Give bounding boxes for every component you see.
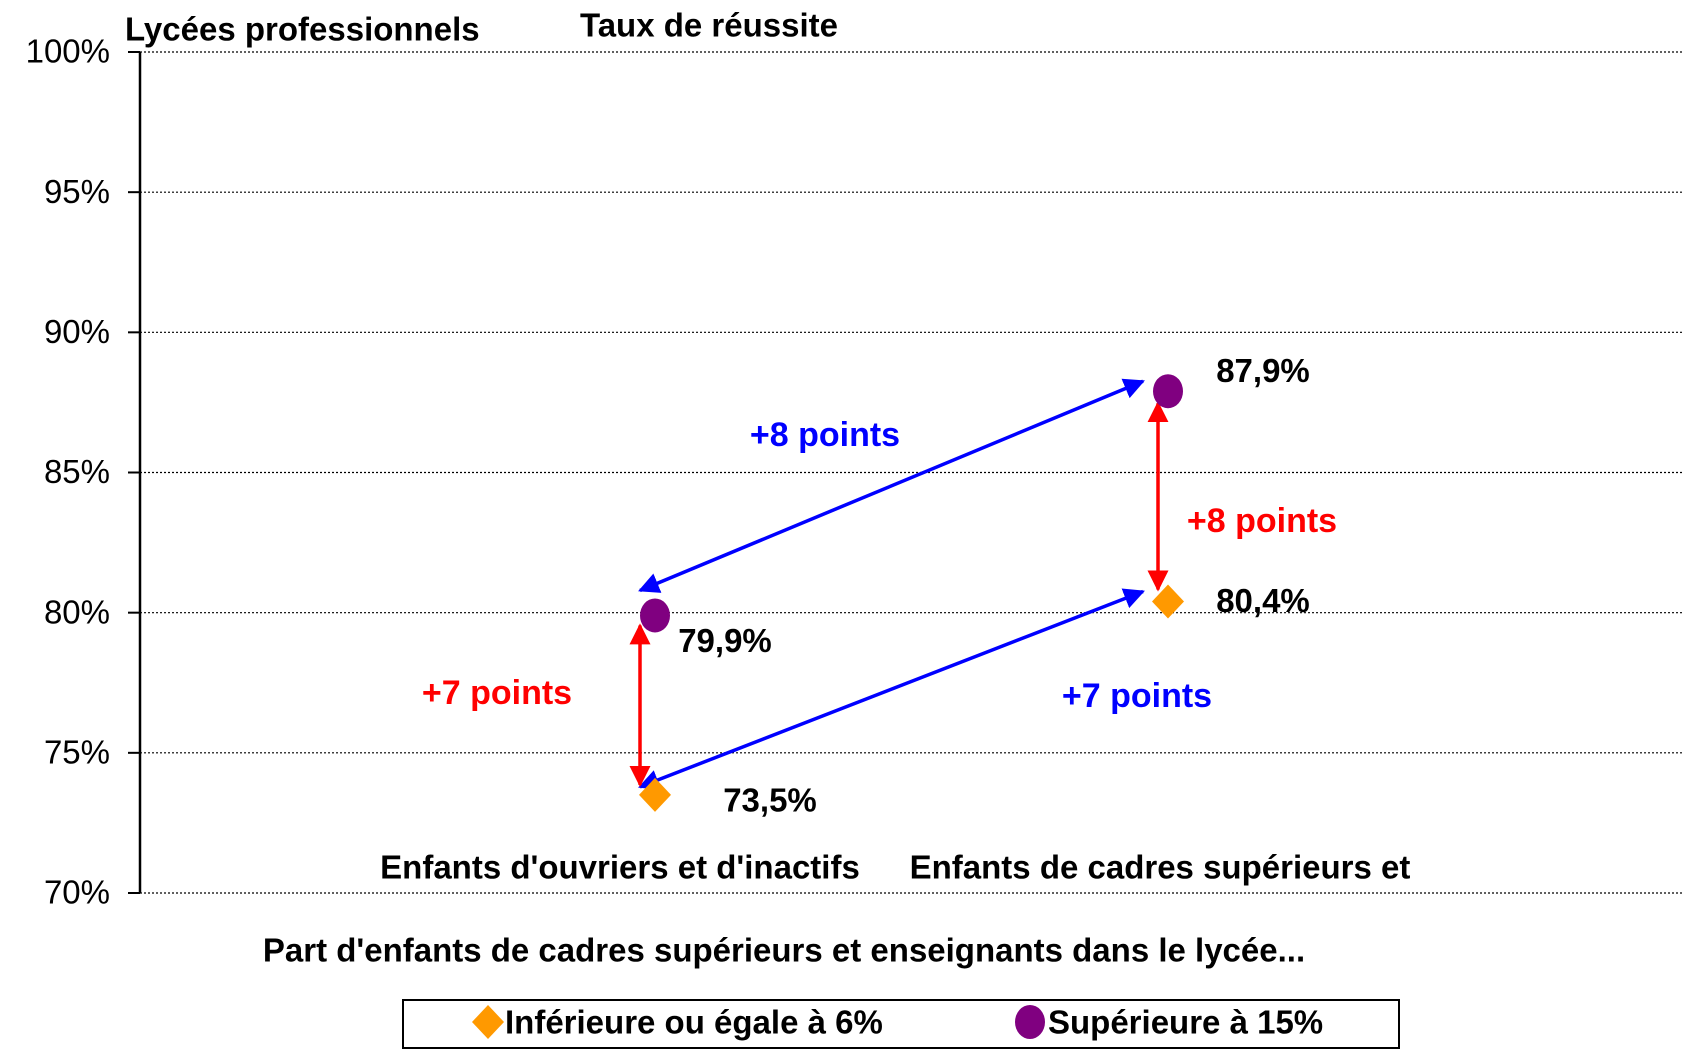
arrow bbox=[638, 378, 1145, 593]
y-tick-label: 85% bbox=[44, 453, 110, 490]
annotation: +8 points bbox=[1187, 502, 1337, 540]
legend-marker bbox=[1015, 1005, 1045, 1039]
legend-marker bbox=[472, 1005, 504, 1039]
y-tick-label: 75% bbox=[44, 734, 110, 771]
y-tick-label: 95% bbox=[44, 173, 110, 210]
arrow bbox=[638, 588, 1145, 790]
data-label: 87,9% bbox=[1216, 352, 1310, 389]
x-tick-label: Enfants de cadres supérieurs et bbox=[910, 849, 1411, 886]
y-tick-label: 70% bbox=[44, 874, 110, 911]
legend-label: Inférieure ou égale à 6% bbox=[505, 1004, 883, 1041]
legend-label: Supérieure à 15% bbox=[1048, 1004, 1323, 1041]
x-tick-label: Enfants d'ouvriers et d'inactifs bbox=[380, 849, 860, 886]
chart-title: Taux de réussite bbox=[580, 7, 838, 44]
y-tick-label: 80% bbox=[44, 593, 110, 630]
data-point bbox=[640, 598, 670, 633]
annotation: +8 points bbox=[750, 416, 900, 454]
data-label: 79,9% bbox=[678, 622, 772, 659]
y-tick-label: 100% bbox=[26, 33, 110, 70]
annotation: +7 points bbox=[422, 674, 572, 712]
data-label: 80,4% bbox=[1216, 582, 1310, 619]
annotation: +7 points bbox=[1062, 677, 1212, 715]
data-point bbox=[639, 777, 671, 812]
corner-label: Lycées professionnels bbox=[125, 11, 480, 48]
y-tick-label: 90% bbox=[44, 313, 110, 350]
data-label: 73,5% bbox=[723, 782, 817, 819]
x-axis-label: Part d'enfants de cadres supérieurs et e… bbox=[263, 932, 1305, 969]
legend-box bbox=[402, 999, 1400, 1049]
data-point bbox=[1153, 374, 1183, 409]
data-point bbox=[1152, 584, 1184, 619]
